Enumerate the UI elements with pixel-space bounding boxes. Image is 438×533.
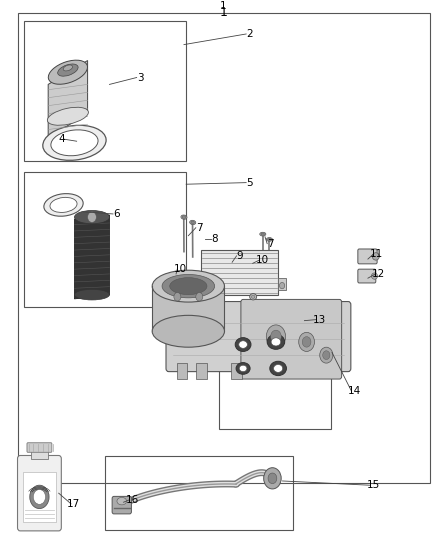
FancyBboxPatch shape [166,302,351,372]
Bar [24,21,186,161]
Ellipse shape [44,193,83,216]
Text: 12: 12 [372,269,385,279]
Circle shape [174,293,181,301]
Text: 10: 10 [256,255,269,265]
Bar [18,13,430,482]
Ellipse shape [191,221,194,224]
Bar [24,172,186,308]
Bar [231,363,242,379]
Circle shape [196,293,203,301]
Ellipse shape [74,289,110,300]
Text: 16: 16 [126,495,139,505]
Ellipse shape [274,365,283,373]
Ellipse shape [271,338,281,346]
Text: 15: 15 [367,480,380,490]
Text: 13: 13 [313,314,326,325]
Ellipse shape [47,107,88,125]
Text: 14: 14 [348,386,361,395]
Text: 1: 1 [219,6,227,19]
Text: 8: 8 [211,235,218,245]
Text: 9: 9 [237,251,244,261]
Ellipse shape [267,334,285,349]
Bar [152,286,224,332]
Ellipse shape [162,274,215,298]
Ellipse shape [190,220,196,224]
Ellipse shape [181,215,187,219]
Circle shape [271,330,281,343]
Ellipse shape [239,365,247,372]
FancyBboxPatch shape [27,443,52,453]
Bar [201,250,278,295]
Text: 17: 17 [67,499,80,509]
Ellipse shape [268,238,271,240]
Ellipse shape [260,232,266,236]
Text: 7: 7 [196,223,203,233]
Ellipse shape [63,65,73,71]
Ellipse shape [152,316,225,347]
Circle shape [299,333,314,351]
Ellipse shape [173,271,178,277]
Circle shape [30,485,49,508]
Circle shape [279,282,285,289]
Ellipse shape [239,341,247,349]
Ellipse shape [261,233,265,235]
Text: 4: 4 [58,134,65,144]
Ellipse shape [236,362,250,374]
Ellipse shape [251,295,255,298]
FancyBboxPatch shape [358,269,376,283]
Ellipse shape [50,197,77,213]
Polygon shape [48,61,88,138]
Bar [105,456,293,530]
Ellipse shape [51,130,98,156]
Ellipse shape [74,211,110,224]
Bar [31,449,48,459]
Ellipse shape [372,253,379,260]
Ellipse shape [270,361,286,376]
Text: 10: 10 [174,264,187,273]
Text: 5: 5 [246,177,253,188]
Text: 3: 3 [137,72,144,83]
Circle shape [323,351,330,360]
Circle shape [302,337,311,347]
Polygon shape [74,215,110,299]
Ellipse shape [152,270,225,302]
FancyBboxPatch shape [358,249,377,264]
Circle shape [266,325,286,348]
Bar [219,336,331,430]
Circle shape [194,282,199,289]
Ellipse shape [48,60,88,84]
FancyBboxPatch shape [18,456,61,531]
Ellipse shape [250,294,257,300]
Circle shape [88,212,96,222]
Ellipse shape [266,238,272,241]
Ellipse shape [371,273,378,279]
Circle shape [33,489,46,504]
Bar [177,363,187,379]
Text: 1: 1 [220,1,227,11]
FancyBboxPatch shape [112,496,131,514]
FancyBboxPatch shape [241,300,342,379]
Text: 11: 11 [370,249,383,259]
Circle shape [320,347,333,363]
Circle shape [268,473,277,483]
Circle shape [264,467,281,489]
Ellipse shape [170,278,207,295]
Text: 7: 7 [267,239,274,249]
Ellipse shape [117,497,127,505]
Ellipse shape [182,216,186,219]
Bar [196,363,207,379]
Ellipse shape [43,125,106,160]
Bar [23,472,56,522]
Ellipse shape [235,337,251,351]
Text: 2: 2 [246,29,253,39]
Bar [278,278,286,290]
Ellipse shape [58,64,78,76]
Bar [192,278,201,291]
Text: 6: 6 [113,209,120,219]
